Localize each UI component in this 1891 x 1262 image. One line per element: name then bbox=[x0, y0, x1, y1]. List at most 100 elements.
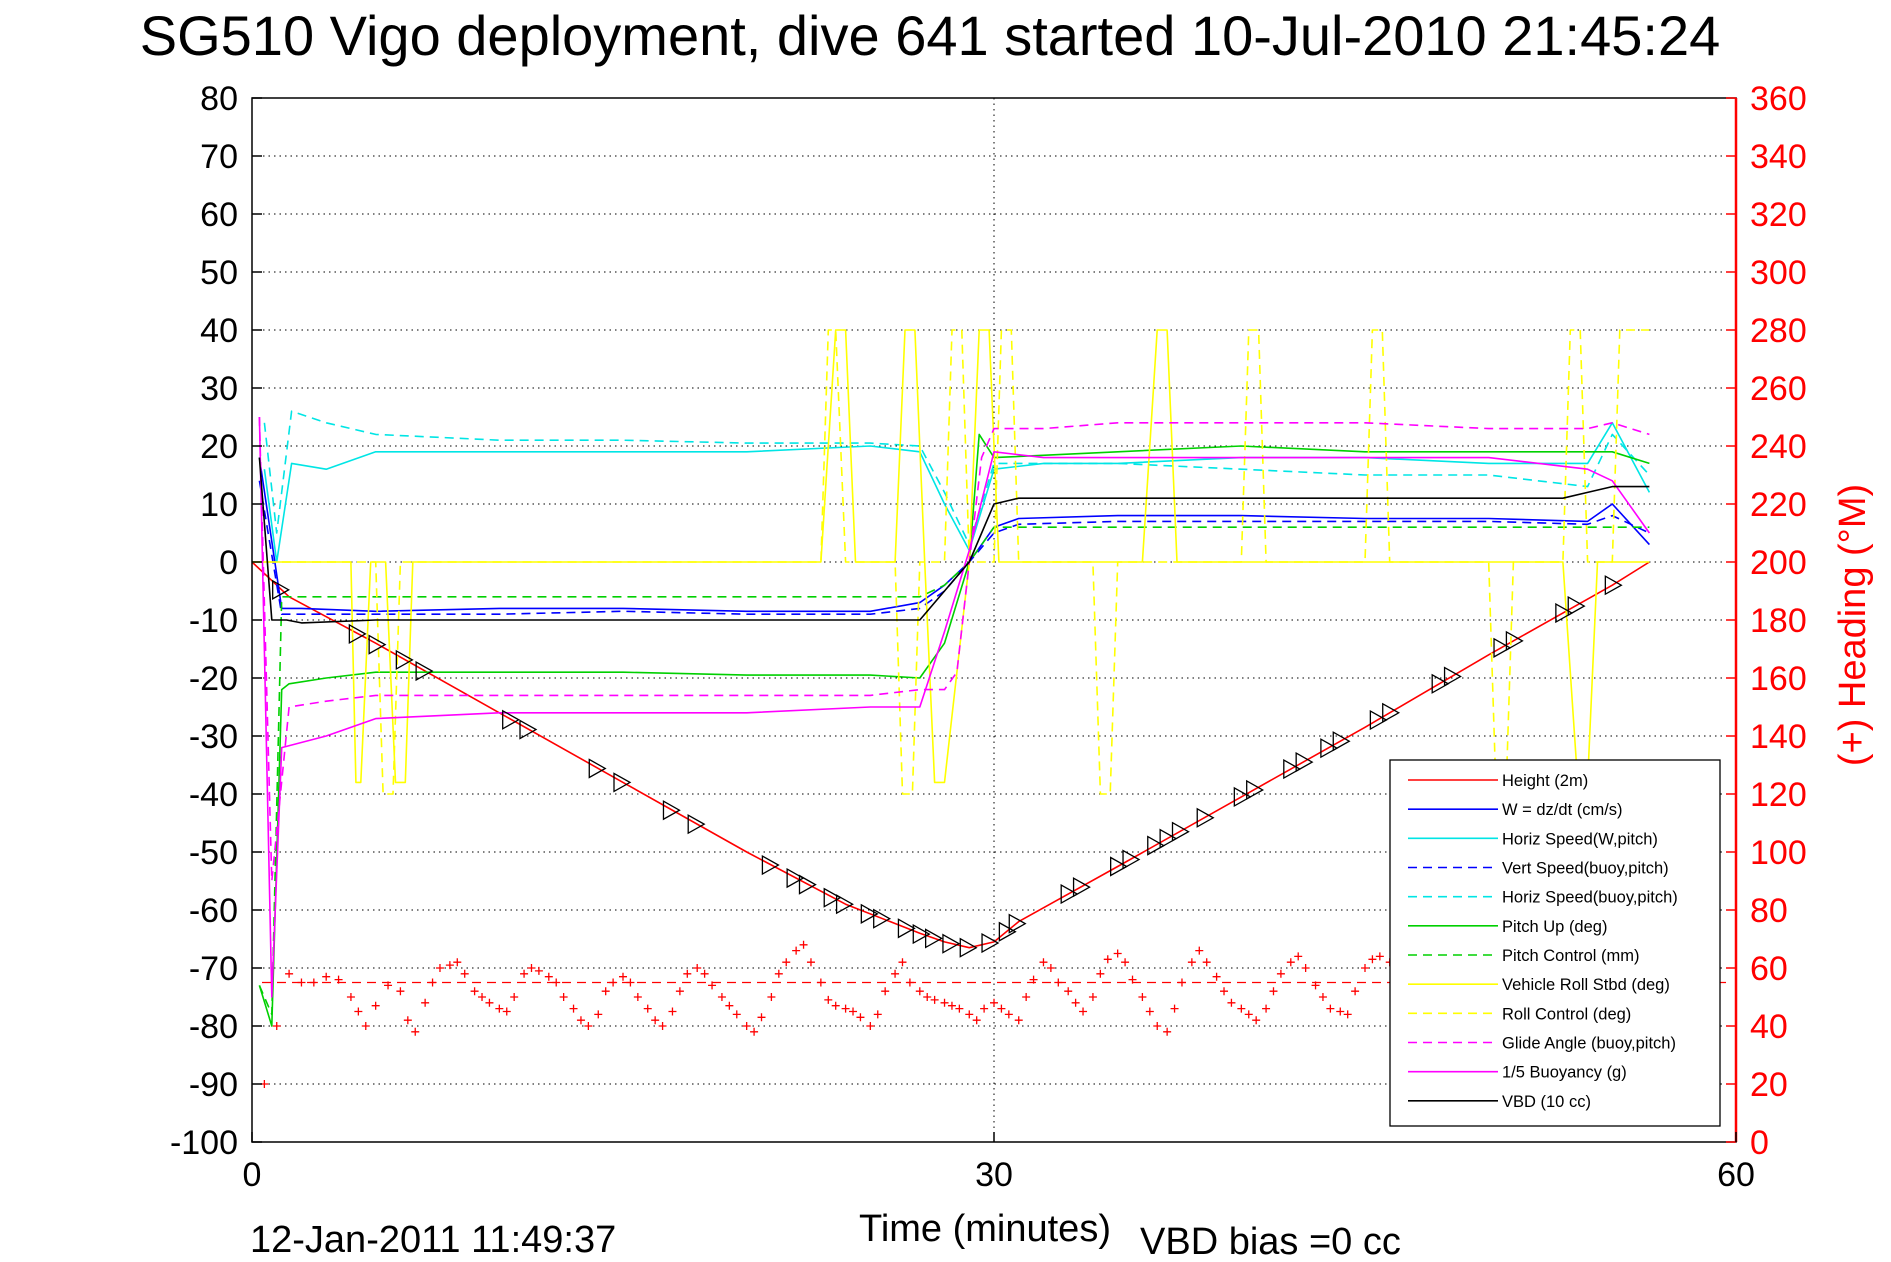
series-line-pitch bbox=[258, 433, 1650, 1027]
heading-point bbox=[1014, 1016, 1023, 1025]
heading-point bbox=[1039, 958, 1048, 967]
depth-marker bbox=[1443, 666, 1462, 687]
heading-point bbox=[1145, 1007, 1154, 1016]
heading-point bbox=[544, 972, 553, 981]
heading-point bbox=[559, 993, 568, 1001]
heading-point bbox=[997, 1004, 1006, 1013]
heading-point bbox=[1177, 978, 1186, 987]
y-tick-label-left: 10 bbox=[200, 486, 238, 524]
heading-point bbox=[1286, 958, 1295, 967]
depth-marker bbox=[1493, 637, 1512, 658]
heading-point bbox=[799, 940, 808, 949]
series-line-w bbox=[258, 457, 1650, 613]
depth-marker bbox=[1505, 630, 1524, 651]
heading-point bbox=[693, 964, 702, 972]
y-tick-label-right: 140 bbox=[1750, 718, 1807, 756]
heading-point bbox=[421, 998, 430, 1007]
heading-point bbox=[1054, 978, 1063, 987]
heading-point bbox=[1079, 1007, 1088, 1016]
series-line-horiz_buoy bbox=[263, 410, 1650, 546]
y-tick-label-left: 60 bbox=[200, 196, 238, 234]
depth-marker bbox=[981, 932, 1000, 954]
heading-point bbox=[891, 969, 900, 978]
heading-point bbox=[285, 969, 294, 978]
heading-point bbox=[1096, 969, 1105, 978]
heading-point bbox=[1351, 987, 1360, 996]
y-tick-label-left: -30 bbox=[189, 718, 238, 756]
depth-marker bbox=[942, 933, 961, 954]
y-tick-label-left: -90 bbox=[189, 1066, 238, 1104]
depth-marker bbox=[798, 874, 817, 895]
heading-point bbox=[668, 1007, 677, 1016]
legend-label-w: W = dz/dt (cm/s) bbox=[1502, 801, 1623, 819]
y-tick-label-right: 180 bbox=[1750, 602, 1807, 640]
y-tick-label-left: -20 bbox=[189, 660, 238, 698]
y-axis-left: 80 70 60 50 40 30 20 10 0 -10 -20 -30 -40 -50 -60 -70 -8… bbox=[170, 80, 262, 1162]
depth-marker bbox=[912, 923, 931, 945]
heading-point bbox=[1336, 1007, 1345, 1016]
heading-point bbox=[1375, 952, 1384, 961]
heading-point bbox=[334, 975, 343, 984]
footer-vbd-bias: VBD bias =0 cc bbox=[1140, 1221, 1401, 1262]
legend-label-horiz_w: Horiz Speed(W,pitch) bbox=[1502, 830, 1658, 848]
heading-point bbox=[510, 993, 519, 1001]
depth-marker bbox=[1147, 835, 1166, 856]
heading-point bbox=[361, 1022, 370, 1030]
y-tick-label-right: 260 bbox=[1750, 370, 1807, 408]
heading-point bbox=[569, 1004, 578, 1013]
y-tick-label-right: 340 bbox=[1750, 138, 1807, 176]
heading-point bbox=[502, 1007, 511, 1016]
heading-point bbox=[322, 972, 331, 981]
heading-point bbox=[1326, 1004, 1335, 1013]
heading-point bbox=[1318, 993, 1327, 1001]
heading-point bbox=[309, 978, 318, 987]
depth-marker bbox=[1008, 913, 1027, 934]
depth-marker bbox=[415, 660, 434, 682]
heading-point bbox=[831, 1001, 840, 1010]
depth-marker bbox=[786, 867, 805, 889]
heading-point bbox=[675, 987, 684, 996]
y-tick-label-left: 40 bbox=[200, 312, 238, 350]
y-tick-label-right: 220 bbox=[1750, 486, 1807, 524]
heading-point bbox=[972, 1016, 981, 1025]
heading-point bbox=[792, 946, 801, 955]
heading-point bbox=[1220, 987, 1229, 996]
heading-point bbox=[700, 969, 709, 978]
heading-point bbox=[1113, 949, 1122, 958]
depth-marker bbox=[1283, 758, 1302, 780]
legend-label-vert_buoy: Vert Speed(buoy,pitch) bbox=[1502, 860, 1669, 878]
heading-point bbox=[1276, 969, 1285, 978]
legend-label-roll: Vehicle Roll Stbd (deg) bbox=[1502, 976, 1670, 994]
depth-marker bbox=[1320, 738, 1339, 759]
heading-point bbox=[990, 998, 998, 1007]
depth-marker bbox=[687, 814, 706, 835]
series-line-vert_buoy bbox=[258, 480, 1650, 616]
depth-marker bbox=[860, 903, 879, 924]
heading-point bbox=[576, 1016, 585, 1025]
legend-label-pitch_ctrl: Pitch Control (mm) bbox=[1502, 947, 1640, 965]
heading-point bbox=[1029, 975, 1038, 984]
depth-marker bbox=[1567, 595, 1586, 617]
heading-point bbox=[485, 998, 494, 1007]
heading-point bbox=[750, 1027, 759, 1036]
depth-marker bbox=[502, 709, 521, 730]
depth-marker bbox=[1072, 877, 1091, 898]
depth-marker bbox=[1295, 751, 1314, 773]
heading-point bbox=[601, 987, 610, 996]
y-tick-label-left: -70 bbox=[189, 950, 238, 988]
y-tick-label-right: 360 bbox=[1750, 80, 1807, 118]
heading-point bbox=[905, 978, 914, 987]
heading-point bbox=[955, 1004, 964, 1013]
heading-point bbox=[478, 993, 487, 1001]
heading-point bbox=[898, 958, 907, 967]
heading-point bbox=[725, 1001, 734, 1010]
heading-point bbox=[1170, 1004, 1179, 1013]
heading-point bbox=[396, 987, 405, 996]
legend-box bbox=[1389, 759, 1721, 1127]
series-line-roll_ctrl bbox=[252, 329, 1650, 795]
heading-point bbox=[297, 978, 306, 987]
depth-marker bbox=[1431, 673, 1450, 694]
heading-point bbox=[708, 981, 717, 990]
y-tick-label-left: 50 bbox=[200, 254, 238, 292]
